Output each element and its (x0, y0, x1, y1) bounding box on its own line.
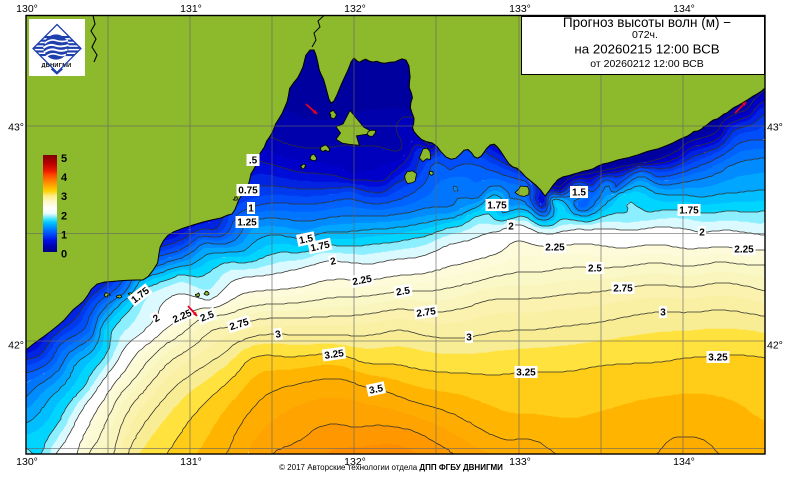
svg-text:2.75: 2.75 (416, 306, 437, 320)
svg-text:133°: 133° (509, 3, 531, 15)
svg-text:3.25: 3.25 (516, 368, 536, 379)
svg-text:1.75: 1.75 (310, 239, 332, 254)
svg-text:5: 5 (61, 153, 67, 165)
svg-text:3: 3 (660, 308, 666, 319)
svg-text:132°: 132° (344, 3, 366, 15)
svg-text:2.25: 2.25 (545, 243, 565, 254)
svg-text:1: 1 (248, 204, 254, 215)
svg-text:4: 4 (61, 172, 68, 184)
svg-text:3.25: 3.25 (708, 353, 728, 364)
svg-text:43°: 43° (8, 122, 24, 134)
svg-text:42°: 42° (8, 340, 24, 352)
svg-text:.5: .5 (249, 156, 258, 167)
svg-text:130°: 130° (16, 3, 38, 15)
svg-text:1.25: 1.25 (237, 218, 257, 229)
svg-text:1.75: 1.75 (679, 206, 699, 217)
svg-text:3: 3 (274, 329, 282, 341)
svg-text:131°: 131° (180, 3, 202, 15)
svg-text:130°: 130° (16, 456, 38, 468)
svg-text:134°: 134° (673, 456, 695, 468)
svg-text:1: 1 (61, 229, 67, 241)
svg-text:132°: 132° (344, 456, 366, 468)
svg-text:© 2017 Авторские технологии от: © 2017 Авторские технологии отдела ДПП Ф… (279, 463, 503, 472)
svg-text:0.75: 0.75 (238, 186, 258, 197)
svg-text:134°: 134° (673, 3, 695, 15)
svg-text:0: 0 (61, 249, 67, 261)
svg-text:42°: 42° (767, 340, 783, 352)
svg-text:2: 2 (508, 222, 514, 233)
svg-text:2: 2 (151, 312, 162, 324)
svg-text:1.75: 1.75 (487, 201, 507, 212)
svg-text:ДВНИГМИ: ДВНИГМИ (41, 63, 71, 69)
svg-text:072ч.: 072ч. (632, 29, 658, 41)
svg-text:3.5: 3.5 (368, 383, 384, 397)
svg-text:2: 2 (699, 228, 705, 239)
svg-text:2.5: 2.5 (199, 309, 216, 324)
svg-text:2.5: 2.5 (588, 264, 602, 275)
svg-text:131°: 131° (180, 456, 202, 468)
svg-text:2: 2 (329, 256, 337, 268)
svg-text:2.75: 2.75 (613, 284, 633, 295)
svg-text:2: 2 (61, 210, 67, 222)
svg-text:133°: 133° (509, 456, 531, 468)
svg-text:от 20260212 12:00 ВСВ: от 20260212 12:00 ВСВ (590, 58, 703, 70)
svg-text:2.25: 2.25 (734, 245, 754, 256)
svg-text:3: 3 (466, 333, 472, 344)
svg-text:3.25: 3.25 (324, 348, 345, 362)
svg-text:3: 3 (61, 191, 67, 203)
svg-text:на 20260215 12:00 ВСВ: на 20260215 12:00 ВСВ (574, 42, 719, 57)
svg-text:Прогноз высоты волн (м) −: Прогноз высоты волн (м) − (563, 15, 731, 30)
svg-text:2.5: 2.5 (395, 285, 411, 298)
svg-text:1.5: 1.5 (572, 188, 586, 199)
svg-text:43°: 43° (767, 122, 783, 134)
svg-text:2.25: 2.25 (352, 274, 374, 289)
